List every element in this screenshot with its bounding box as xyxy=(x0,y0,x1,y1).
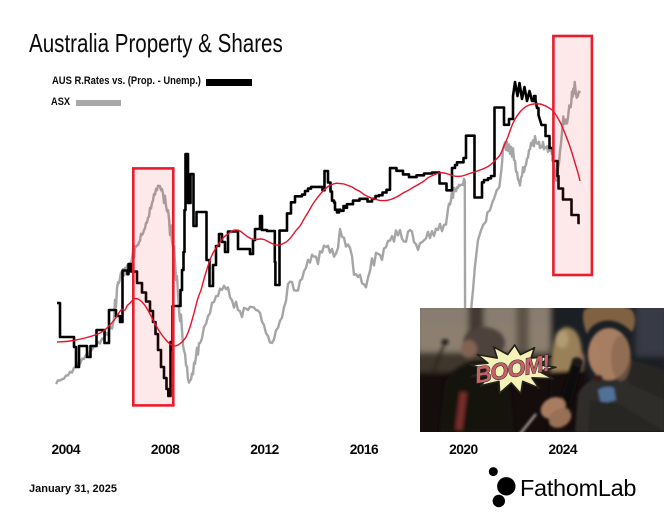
svg-text:2020: 2020 xyxy=(449,442,478,457)
svg-text:2016: 2016 xyxy=(350,442,379,457)
svg-text:2012: 2012 xyxy=(250,442,279,457)
svg-text:FathomLab: FathomLab xyxy=(520,475,636,501)
svg-text:2024: 2024 xyxy=(549,442,578,457)
svg-text:2004: 2004 xyxy=(52,442,81,457)
svg-text:2008: 2008 xyxy=(151,442,180,457)
